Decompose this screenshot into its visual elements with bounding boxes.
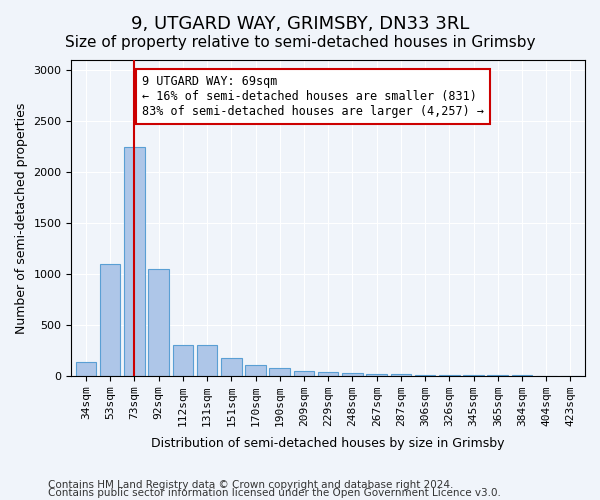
Bar bbox=[415, 374, 436, 376]
Text: 9, UTGARD WAY, GRIMSBY, DN33 3RL: 9, UTGARD WAY, GRIMSBY, DN33 3RL bbox=[131, 15, 469, 33]
Text: Size of property relative to semi-detached houses in Grimsby: Size of property relative to semi-detach… bbox=[65, 35, 535, 50]
Y-axis label: Number of semi-detached properties: Number of semi-detached properties bbox=[15, 102, 28, 334]
Bar bbox=[367, 374, 387, 376]
Bar bbox=[269, 368, 290, 376]
X-axis label: Distribution of semi-detached houses by size in Grimsby: Distribution of semi-detached houses by … bbox=[151, 437, 505, 450]
Text: Contains HM Land Registry data © Crown copyright and database right 2024.: Contains HM Land Registry data © Crown c… bbox=[48, 480, 454, 490]
Bar bbox=[439, 375, 460, 376]
Bar bbox=[124, 146, 145, 376]
Text: 9 UTGARD WAY: 69sqm
← 16% of semi-detached houses are smaller (831)
83% of semi-: 9 UTGARD WAY: 69sqm ← 16% of semi-detach… bbox=[142, 76, 484, 118]
Bar bbox=[463, 375, 484, 376]
Bar bbox=[197, 345, 217, 376]
Bar bbox=[391, 374, 411, 376]
Bar bbox=[100, 264, 121, 376]
Bar bbox=[76, 362, 96, 376]
Text: Contains public sector information licensed under the Open Government Licence v3: Contains public sector information licen… bbox=[48, 488, 501, 498]
Bar bbox=[148, 268, 169, 376]
Bar bbox=[221, 358, 242, 376]
Bar bbox=[318, 372, 338, 376]
Bar bbox=[173, 345, 193, 376]
Bar bbox=[245, 366, 266, 376]
Bar bbox=[293, 370, 314, 376]
Bar bbox=[342, 372, 363, 376]
